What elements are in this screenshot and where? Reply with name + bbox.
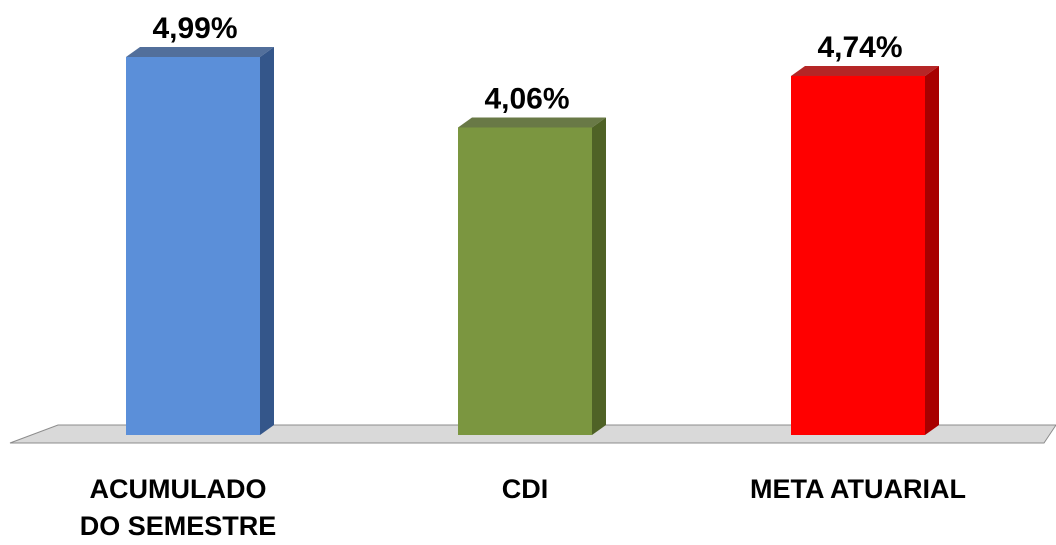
value-label-1: 4,06% xyxy=(484,82,569,115)
category-label-1: CDI xyxy=(385,471,665,508)
category-label-line: CDI xyxy=(501,474,549,504)
value-label-2: 4,74% xyxy=(817,31,902,64)
bar-top-0 xyxy=(126,47,274,57)
category-label-2: META ATUARIAL xyxy=(718,471,998,508)
bar-2 xyxy=(791,75,925,436)
bar-top-1 xyxy=(458,117,606,128)
bar-side-1 xyxy=(592,117,606,435)
bar-side-2 xyxy=(925,65,939,436)
category-label-0: ACUMULADO DO SEMESTRE xyxy=(38,471,318,545)
bar-side-0 xyxy=(260,47,274,435)
bar-0 xyxy=(126,57,260,435)
category-label-line: ACUMULADO xyxy=(89,474,267,504)
category-label-line: DO SEMESTRE xyxy=(79,511,277,541)
value-label-0: 4,99% xyxy=(152,12,237,45)
bar-1 xyxy=(458,127,592,435)
bars-group: 4,99% 4,06% 4,74% xyxy=(126,12,939,436)
category-label-line: META ATUARIAL xyxy=(750,474,966,504)
bar-top-2 xyxy=(791,65,939,76)
